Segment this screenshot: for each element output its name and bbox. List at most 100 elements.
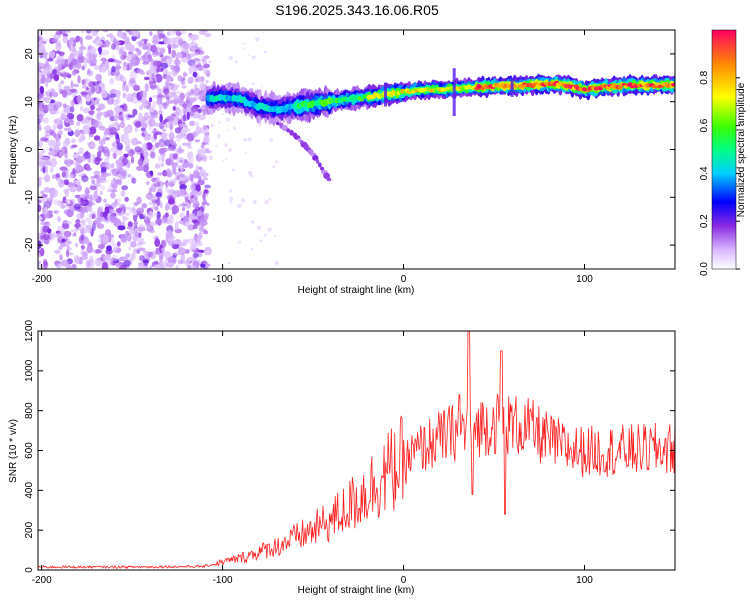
noise-blob bbox=[182, 58, 188, 63]
noise-blob bbox=[55, 141, 61, 147]
noise-blob bbox=[157, 88, 163, 96]
noise-blob bbox=[178, 220, 184, 224]
noise-blob bbox=[164, 256, 168, 263]
noise-blob bbox=[110, 179, 115, 184]
noise-blob bbox=[189, 212, 196, 221]
noise-blob bbox=[139, 105, 144, 111]
noise-blob bbox=[175, 52, 183, 59]
noise-blob bbox=[70, 88, 77, 93]
noise-blob bbox=[126, 226, 132, 230]
noise-blob bbox=[47, 103, 53, 111]
noise-blob bbox=[192, 34, 200, 41]
noise-blob bbox=[176, 108, 185, 113]
noise-blob bbox=[152, 46, 161, 52]
noise-blob bbox=[81, 255, 88, 260]
noise-blob bbox=[162, 102, 167, 107]
noise-blob bbox=[132, 206, 136, 213]
noise-blob bbox=[170, 239, 175, 247]
noise-blob bbox=[122, 64, 128, 71]
noise-blob bbox=[83, 151, 91, 160]
y-tick-label: 20 bbox=[24, 48, 35, 60]
noise-blob bbox=[88, 110, 95, 115]
noise-blob bbox=[57, 130, 63, 136]
noise-blob bbox=[190, 88, 194, 95]
noise-blob bbox=[143, 112, 150, 121]
noise-blob bbox=[122, 82, 126, 92]
noise-blob bbox=[146, 133, 152, 137]
noise-blob bbox=[175, 30, 181, 35]
branch-cell bbox=[318, 162, 322, 168]
noise-blob bbox=[96, 151, 102, 158]
noise-blob bbox=[43, 126, 48, 130]
noise-blob bbox=[206, 202, 210, 206]
branch-cell bbox=[323, 172, 330, 179]
noise-blob bbox=[195, 164, 199, 172]
noise-blob bbox=[167, 91, 174, 99]
noise-blob bbox=[255, 37, 260, 42]
snr-series-line bbox=[38, 331, 675, 570]
noise-blob bbox=[78, 147, 84, 155]
noise-blob bbox=[147, 69, 156, 75]
noise-blob bbox=[155, 247, 160, 255]
noise-blob bbox=[78, 136, 83, 143]
noise-blob bbox=[95, 73, 102, 82]
noise-blob bbox=[102, 135, 107, 140]
noise-blob bbox=[80, 105, 84, 112]
noise-blob bbox=[106, 109, 114, 118]
noise-blob bbox=[121, 103, 128, 112]
colorbar-gradient bbox=[711, 29, 737, 270]
noise-blob bbox=[152, 94, 158, 99]
noise-blob bbox=[136, 249, 140, 254]
noise-blob bbox=[73, 232, 77, 237]
noise-blob bbox=[93, 182, 101, 188]
noise-blob bbox=[40, 190, 45, 195]
noise-blob bbox=[167, 99, 175, 104]
noise-blob bbox=[195, 64, 200, 68]
noise-blob bbox=[123, 35, 128, 40]
noise-blob bbox=[100, 179, 109, 183]
noise-blob bbox=[172, 166, 177, 175]
noise-blob bbox=[71, 99, 75, 107]
noise-blob bbox=[151, 101, 157, 109]
noise-blob bbox=[38, 123, 41, 127]
noise-blob bbox=[167, 198, 175, 205]
noise-blob bbox=[162, 169, 168, 177]
noise-blob bbox=[118, 170, 126, 175]
noise-blob bbox=[120, 190, 126, 197]
noise-blob bbox=[100, 57, 107, 62]
spectrogram-x-label: Height of straight line (km) bbox=[298, 285, 415, 296]
noise-blob bbox=[204, 32, 212, 38]
noise-blob bbox=[51, 88, 55, 94]
noise-blob bbox=[192, 224, 198, 230]
y-tick-label: 1200 bbox=[24, 319, 35, 342]
noise-blob bbox=[132, 108, 138, 116]
snr-y-ticks: 0 200 400 600 800 1000 1200 bbox=[24, 319, 675, 573]
noise-blob bbox=[51, 157, 57, 161]
noise-blob bbox=[98, 145, 105, 153]
branch-cell bbox=[289, 129, 294, 136]
noise-blob bbox=[71, 70, 77, 76]
noise-blob bbox=[67, 211, 72, 216]
noise-blob bbox=[167, 204, 172, 210]
noise-blob bbox=[187, 77, 194, 84]
noise-blob bbox=[149, 114, 156, 120]
noise-blob bbox=[81, 175, 89, 183]
noise-blob bbox=[140, 261, 144, 268]
noise-blob bbox=[79, 36, 83, 45]
noise-blob bbox=[166, 260, 175, 268]
noise-blob bbox=[187, 238, 196, 245]
noise-blob bbox=[145, 194, 152, 199]
noise-blob bbox=[74, 256, 82, 265]
noise-blob bbox=[62, 35, 69, 44]
noise-blob bbox=[102, 234, 110, 244]
noise-blob bbox=[184, 196, 189, 203]
noise-blob bbox=[64, 117, 70, 124]
noise-blob bbox=[250, 220, 255, 224]
noise-blob bbox=[172, 153, 179, 160]
noise-blob bbox=[52, 110, 60, 115]
noise-blob bbox=[134, 127, 139, 133]
noise-blob bbox=[193, 58, 200, 61]
noise-blob bbox=[142, 45, 149, 50]
noise-blob bbox=[137, 158, 144, 167]
noise-blob bbox=[112, 243, 118, 251]
